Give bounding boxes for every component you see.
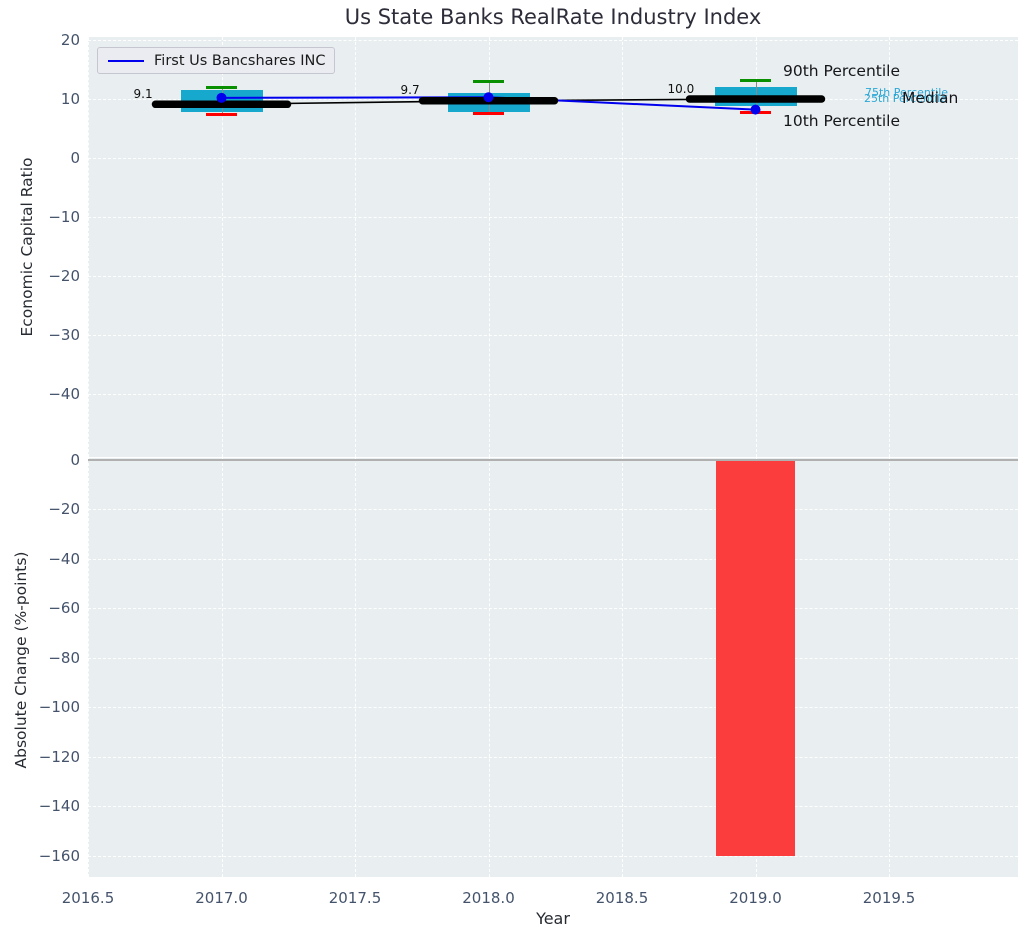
bottom-gridline-h	[88, 558, 1018, 560]
x-tick-label: 2017.5	[328, 889, 382, 907]
bottom-y-tick-label: −60	[48, 599, 80, 618]
x-tick-label: 2019.5	[862, 889, 916, 907]
top-y-tick-label: −20	[48, 267, 80, 285]
bottom-gridline-v	[88, 458, 89, 877]
top-gridline-h	[88, 217, 1018, 218]
x-tick-label: 2018.0	[462, 889, 515, 907]
company-point-dot	[483, 92, 494, 103]
bottom-gridline-v	[355, 458, 356, 877]
bottom-gridline-h	[88, 806, 1018, 808]
bottom-gridline-h	[88, 509, 1018, 511]
bottom-gridline-v	[221, 458, 223, 877]
legend: First Us Bancshares INC	[97, 47, 335, 74]
top-y-tick-label: −10	[48, 208, 80, 226]
bottom-y-tick-label: −80	[48, 648, 80, 667]
bottom-gridline-v	[488, 458, 490, 877]
x-axis-label: Year	[536, 909, 570, 928]
bottom-gridline-h	[88, 657, 1018, 659]
x-tick-label: 2016.5	[61, 889, 115, 907]
change-bar	[716, 460, 795, 856]
bottom-y-tick-label: −120	[38, 747, 80, 766]
top-y-tick-label: 0	[70, 149, 80, 167]
top-gridline-h	[88, 276, 1018, 277]
annotation-median: Median	[902, 89, 959, 107]
top-y-tick-label: −40	[48, 385, 80, 403]
top-gridline-v	[88, 37, 89, 457]
x-tick-label: 2019.0	[729, 889, 782, 907]
top-gridline-v	[355, 37, 356, 457]
top-gridline-h	[88, 394, 1018, 395]
p90-cap	[473, 79, 504, 83]
bottom-gridline-h	[88, 855, 1018, 857]
p90-cap	[206, 85, 237, 89]
p10-cap	[473, 112, 504, 116]
bottom-gridline-h	[88, 608, 1018, 610]
company-point-dot	[750, 104, 761, 115]
company-point-dot	[216, 92, 227, 103]
top-plot-area	[88, 37, 1018, 457]
bottom-gridline-v	[622, 458, 623, 877]
chart-title: Us State Banks RealRate Industry Index	[344, 5, 762, 29]
top-gridline-v	[889, 37, 890, 457]
legend-line-sample	[108, 59, 144, 62]
bottom-y-tick-label: −20	[48, 500, 80, 519]
annotation-10th-percentile: 10th Percentile	[783, 112, 901, 130]
top-gridline-h	[88, 335, 1018, 336]
top-gridline-h	[88, 40, 1018, 41]
lines-overlay	[151, 92, 826, 115]
annotation-90th-percentile: 90th Percentile	[783, 62, 901, 80]
top-gridline-v	[622, 37, 623, 457]
bottom-y-tick-label: −160	[38, 846, 80, 865]
bottom-y-tick-label: −140	[38, 797, 80, 816]
top-y-tick-label: 10	[60, 90, 80, 108]
annotation-25th-percentile: 25th Percentile	[864, 92, 948, 105]
top-y-tick-label: 20	[60, 31, 80, 49]
x-tick-label: 2017.0	[195, 889, 248, 907]
median-value-label: 9.7	[400, 83, 420, 98]
p10-cap	[206, 113, 237, 117]
p90-cap	[740, 79, 771, 83]
bottom-y-tick-label: 0	[70, 451, 80, 469]
bottom-plot-area	[88, 458, 1018, 877]
annotation-75th-percentile: 75th Percentile	[865, 86, 949, 99]
top-gridline-v	[221, 37, 223, 457]
top-gridline-v	[488, 37, 490, 457]
median-value-label: 9.1	[133, 86, 153, 101]
top-y-axis-label: Economic Capital Ratio	[18, 157, 36, 337]
zero-baseline	[88, 459, 1018, 461]
top-gridline-v	[755, 37, 757, 457]
top-y-tick-label: −30	[48, 326, 80, 344]
bottom-y-tick-label: −40	[48, 549, 80, 568]
bottom-gridline-h	[88, 707, 1018, 709]
bottom-y-tick-label: −100	[38, 698, 80, 717]
legend-series-label: First Us Bancshares INC	[154, 52, 326, 69]
median-value-label: 10.0	[667, 81, 695, 96]
x-tick-label: 2018.5	[595, 889, 649, 907]
top-gridline-h	[88, 158, 1018, 159]
bottom-gridline-v	[889, 458, 890, 877]
bottom-gridline-h	[88, 756, 1018, 758]
